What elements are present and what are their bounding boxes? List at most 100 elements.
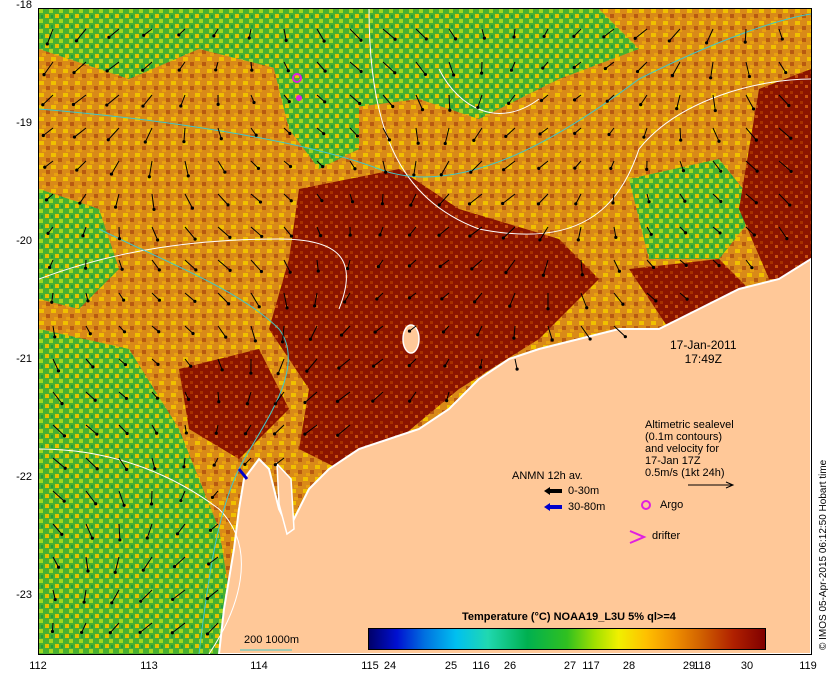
velocity-arrow-head [538, 238, 542, 242]
velocity-arrow [43, 127, 54, 136]
velocity-arrow [679, 127, 682, 141]
velocity-arrow [474, 292, 483, 303]
velocity-arrow-head [393, 37, 397, 41]
velocity-arrow-head [256, 166, 261, 171]
velocity-arrow [575, 193, 582, 205]
velocity-arrow [477, 94, 483, 108]
velocity-arrow-head [223, 170, 227, 174]
y-tick-label: -18 [16, 0, 32, 11]
velocity-arrow-head [205, 596, 209, 601]
velocity-arrow [184, 193, 193, 209]
velocity-arrow-head [787, 103, 791, 108]
velocity-arrow-head [313, 304, 317, 308]
velocity-arrow-head [74, 39, 79, 43]
velocity-arrow-head [186, 174, 190, 178]
velocity-arrow-head [378, 233, 382, 237]
velocity-arrow-head [469, 170, 473, 174]
velocity-arrow-head [580, 273, 584, 277]
altimetry-line: 17-Jan 17Z [645, 455, 701, 467]
velocity-arrow [514, 358, 518, 370]
velocity-arrow-head [574, 202, 578, 206]
anmn-legend-title: ANMN 12h av. [512, 470, 583, 482]
colorbar-tick: 29 [682, 660, 696, 672]
argo-float-marker[interactable] [292, 73, 302, 83]
velocity-arrow [250, 193, 261, 203]
y-tick-label: -20 [16, 235, 32, 247]
velocity-arrow-head [194, 268, 198, 272]
velocity-arrow-head [642, 135, 646, 139]
velocity-arrow [207, 622, 219, 635]
velocity-arrow-head [78, 201, 82, 205]
velocity-arrow-head [71, 102, 76, 107]
velocity-arrow-head [90, 536, 94, 540]
sst-map[interactable] [38, 8, 812, 655]
velocity-arrow-head [257, 305, 261, 309]
drifter-legend-icon [629, 530, 647, 544]
velocity-arrow [503, 226, 516, 239]
argo-float-marker[interactable] [296, 95, 302, 101]
velocity-arrow-head [515, 367, 519, 371]
velocity-arrow-head [350, 200, 355, 204]
velocity-arrow [180, 94, 186, 107]
altimetry-line: (0.1m contours) [645, 431, 723, 443]
velocity-arrow-head [633, 36, 637, 40]
velocity-arrow [81, 622, 87, 633]
velocity-arrow [469, 226, 483, 237]
velocity-arrow-head [143, 140, 147, 144]
altimetry-line: Altimetric sealevel [645, 419, 734, 431]
velocity-arrow-head [675, 107, 679, 111]
velocity-arrow [745, 61, 750, 77]
velocity-arrow-head [260, 234, 264, 239]
velocity-arrow [712, 127, 720, 142]
velocity-arrow-head [670, 73, 675, 78]
velocity-arrow [85, 457, 98, 470]
velocity-arrow [410, 193, 417, 206]
velocity-arrow [118, 457, 127, 470]
velocity-arrow-head [468, 234, 472, 238]
velocity-arrow [349, 94, 361, 104]
velocity-arrow [505, 259, 516, 273]
velocity-arrow [52, 391, 63, 404]
colorbar-title: Temperature (°C) NOAA19_L3U 5% ql>=4 [462, 611, 676, 623]
velocity-scale-arrow-icon [688, 481, 735, 489]
velocity-arrow-head [41, 133, 45, 138]
velocity-arrow [314, 292, 318, 306]
velocity-arrow-head [149, 502, 154, 506]
velocity-arrow-head [81, 234, 85, 238]
velocity-arrow-head [193, 299, 197, 303]
velocity-arrow [337, 391, 351, 402]
velocity-arrow-head [639, 103, 643, 107]
velocity-arrow-head [113, 570, 117, 574]
velocity-arrow [710, 61, 714, 78]
velocity-arrow-head [407, 296, 412, 300]
velocity-arrow-head [142, 33, 146, 37]
sealevel-contour [39, 448, 242, 654]
velocity-arrow [109, 622, 120, 633]
velocity-arrow-head [110, 601, 114, 605]
velocity-arrow-head [153, 467, 157, 471]
velocity-arrow-head [683, 199, 687, 203]
velocity-arrow-head [719, 169, 723, 173]
altimetry-line: 0.5m/s (1kt 24h) [645, 467, 725, 479]
velocity-arrow-head [323, 100, 327, 104]
velocity-arrow-head [617, 269, 622, 273]
observation-date: 17-Jan-2011 [670, 338, 737, 352]
velocity-arrow-head [409, 203, 413, 207]
velocity-arrow-head [228, 268, 232, 272]
velocity-arrow-head [424, 37, 428, 41]
velocity-arrow-head [214, 431, 218, 435]
velocity-arrow [172, 622, 186, 634]
velocity-arrow-head [719, 199, 723, 204]
velocity-arrow [338, 358, 351, 369]
velocity-arrow-head [423, 72, 428, 77]
velocity-arrow-head [88, 332, 92, 336]
velocity-arrow [217, 160, 226, 173]
velocity-arrow [151, 457, 156, 469]
velocity-arrow [613, 226, 617, 238]
velocity-arrow-head [358, 101, 362, 106]
velocity-arrow [73, 61, 87, 73]
velocity-arrow [44, 160, 54, 168]
velocity-arrow [208, 556, 219, 565]
velocity-arrow [250, 259, 262, 272]
velocity-arrow [217, 259, 231, 271]
